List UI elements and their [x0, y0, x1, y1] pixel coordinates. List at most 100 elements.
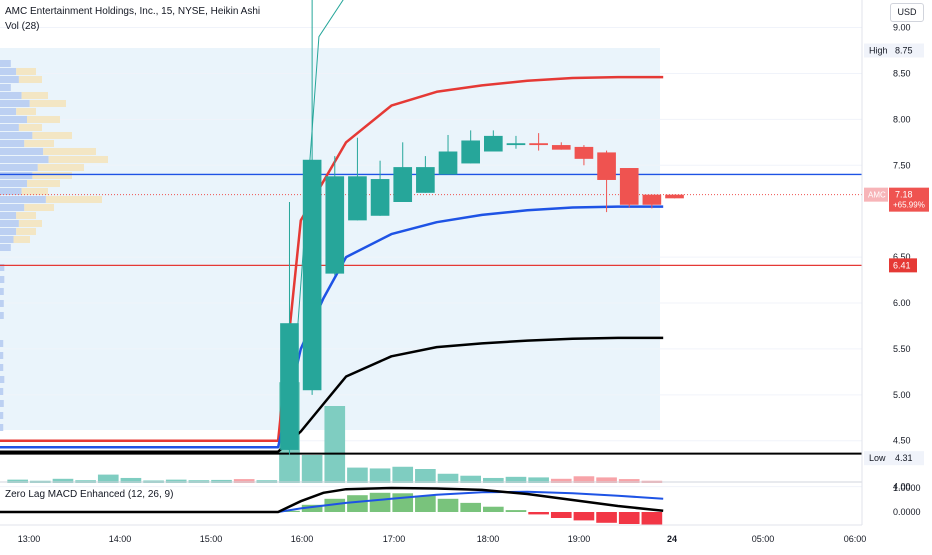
profile-bar-up [0, 132, 33, 139]
profile-bar-down [16, 108, 36, 115]
currency-button[interactable]: USD [890, 3, 924, 22]
profile-bar-down [24, 204, 54, 211]
volume-bar [369, 468, 391, 483]
candle-body[interactable] [665, 194, 684, 199]
last-symbol-badge [864, 187, 888, 202]
price-tick-label: 4.00 [893, 482, 911, 492]
profile-bar-down [37, 164, 84, 171]
low-badge [864, 451, 924, 466]
low-value: 4.31 [895, 453, 913, 463]
profile-bar-up [0, 148, 44, 155]
candle-body[interactable] [642, 194, 662, 205]
volume-bar [233, 479, 255, 483]
profile-bar-up [0, 204, 25, 211]
volume-bar [52, 478, 74, 483]
price-tick-label: 5.00 [893, 390, 911, 400]
price-axis[interactable]: 9.00 8.50 8.00 7.50 6.50 6.00 5.50 5.00 4.50 4.00… [864, 23, 929, 517]
macd-histogram-bar [573, 512, 595, 521]
volume-profile [0, 60, 108, 431]
candle-body[interactable] [461, 140, 480, 164]
candle-body[interactable] [416, 167, 435, 193]
volume-bar [483, 477, 504, 483]
profile-bar-down [27, 116, 60, 123]
symbol-legend[interactable]: AMC Entertainment Holdings, Inc., 15, NY… [5, 6, 261, 17]
macd-histogram-bar [392, 493, 414, 512]
macd-histogram-bar [550, 512, 572, 518]
time-tick-label: 19:00 [568, 534, 591, 544]
candle-body[interactable] [574, 146, 594, 159]
time-tick-label: 18:00 [477, 534, 500, 544]
last-price-badge [889, 187, 929, 212]
profile-bar-up [0, 376, 5, 383]
profile-bar-up [0, 92, 22, 99]
profile-bar-up [0, 340, 4, 347]
profile-bar-down [27, 180, 60, 187]
time-tick-label: 14:00 [109, 534, 132, 544]
high-value: 8.75 [895, 46, 913, 56]
volume-bar [347, 467, 368, 483]
macd-line [0, 490, 664, 513]
macd-histogram-bar [301, 504, 323, 512]
macd-legend[interactable]: Zero Lag MACD Enhanced (12, 26, 9) [5, 489, 174, 500]
high-badge [864, 43, 924, 58]
volume-bar [415, 469, 436, 483]
candle-body[interactable] [597, 152, 616, 180]
time-tick-label: 24 [667, 534, 677, 544]
candle-body[interactable] [348, 176, 367, 221]
profile-bar-up [0, 424, 4, 431]
candle-body[interactable] [484, 135, 503, 152]
profile-bar-up [0, 108, 17, 115]
profile-bar-down [18, 76, 42, 83]
volume-bar [437, 473, 459, 483]
candle-body[interactable] [370, 179, 390, 216]
candle-body[interactable] [438, 151, 458, 175]
candle-body[interactable] [619, 168, 639, 205]
profile-bar-up [0, 364, 4, 371]
profile-bar-up [0, 196, 46, 203]
profile-bar-up [0, 312, 4, 319]
candles[interactable] [280, 0, 684, 455]
candle-body[interactable] [506, 143, 526, 146]
macd-histogram-bar [528, 512, 549, 515]
profile-bar-up [0, 76, 19, 83]
signal-line [0, 486, 664, 514]
price-tick-label: 6.50 [893, 252, 911, 262]
candle-body[interactable] [393, 167, 413, 202]
time-axis[interactable]: 13:00 14:00 15:00 16:00 17:00 18:00 19:00 24 05:… [18, 534, 867, 544]
profile-bar-up [0, 188, 22, 195]
profile-bar-down [18, 220, 42, 227]
macd-histogram-bar [505, 510, 527, 512]
volume-bar [7, 479, 28, 483]
candle-body[interactable] [551, 145, 571, 150]
profile-bar-up [0, 180, 27, 187]
candle-body[interactable] [529, 143, 548, 146]
volume-bar [97, 474, 119, 483]
volume-bar [120, 477, 142, 483]
profile-bar-up [0, 264, 5, 271]
profile-bar-up [0, 300, 4, 307]
price-tick-label: 8.50 [893, 68, 911, 78]
candle-body[interactable] [280, 323, 299, 450]
volume-bar [505, 476, 527, 483]
candle-body[interactable] [325, 176, 345, 274]
profile-bar-down [16, 212, 36, 219]
profile-bar-up [0, 244, 11, 251]
volume-bar [211, 479, 232, 483]
profile-bar-up [0, 68, 17, 75]
macd-pane [0, 486, 664, 526]
profile-bar-up [0, 412, 4, 419]
profile-bar-up [0, 156, 49, 163]
volume-legend[interactable]: Vol (28) [5, 21, 40, 32]
macd-tick-label: 0.0000 [893, 507, 921, 517]
volume-bar [573, 476, 595, 483]
profile-bar-down [16, 228, 36, 235]
candle-body[interactable] [302, 159, 322, 391]
profile-bar-down [13, 236, 30, 243]
profile-bar-down [32, 172, 72, 179]
profile-bar-down [45, 196, 102, 203]
macd-histogram-bar [347, 495, 368, 512]
low-label: Low [869, 453, 886, 463]
profile-bar-up [0, 400, 4, 407]
